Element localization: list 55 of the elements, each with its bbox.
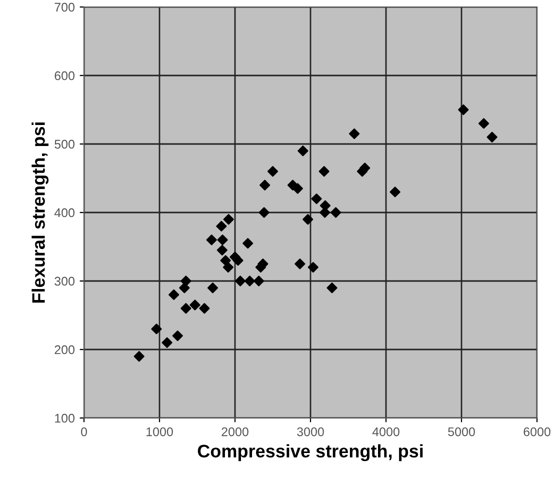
point (180, 276, 192, 286)
point (244, 276, 256, 286)
point (168, 289, 180, 300)
x-tick-label: 0 (81, 427, 87, 436)
point (326, 282, 338, 294)
point (190, 300, 200, 310)
point (458, 104, 469, 116)
y-tick-label: 600 (54, 71, 74, 80)
point (162, 337, 172, 348)
point (134, 351, 144, 362)
point (242, 238, 254, 249)
point (308, 262, 318, 273)
x-tick-label: 6000 (524, 427, 550, 436)
point (234, 276, 246, 286)
point (172, 330, 183, 342)
y-tick-label: 200 (54, 345, 74, 354)
y-tick-label: 300 (54, 276, 74, 286)
x-tick-label: 3000 (297, 427, 324, 436)
point (260, 180, 270, 190)
point (206, 234, 217, 246)
x-tick-label: 1000 (146, 427, 173, 436)
x-tick-label: 4000 (372, 427, 400, 436)
y-tick-label: 500 (54, 140, 74, 149)
point (180, 303, 192, 314)
point (298, 146, 308, 156)
point (216, 220, 227, 232)
point (390, 186, 400, 198)
point (151, 324, 162, 334)
x-tick-label: 5000 (448, 427, 475, 436)
point (267, 166, 278, 177)
x-tick-label: 2000 (222, 427, 248, 436)
point (199, 303, 210, 314)
point (330, 207, 342, 218)
point (216, 244, 228, 256)
point (222, 262, 234, 273)
y-tick-label: 700 (54, 2, 74, 12)
point (220, 255, 231, 266)
point (478, 118, 490, 129)
point (486, 132, 498, 142)
point (302, 214, 314, 225)
point (292, 183, 303, 194)
point (258, 207, 270, 218)
point (207, 282, 218, 294)
point (223, 214, 234, 225)
point (294, 258, 306, 270)
point (348, 128, 360, 140)
point (253, 276, 264, 286)
x-axis-title: Compressive strength, psi (198, 444, 423, 462)
y-tick-label: 100 (55, 414, 74, 423)
y-tick-label: 400 (54, 208, 74, 218)
point (217, 234, 228, 246)
point (318, 166, 330, 177)
point (311, 194, 322, 204)
point (320, 207, 330, 218)
y-axis-title: Flexural strength, psi (32, 122, 49, 303)
